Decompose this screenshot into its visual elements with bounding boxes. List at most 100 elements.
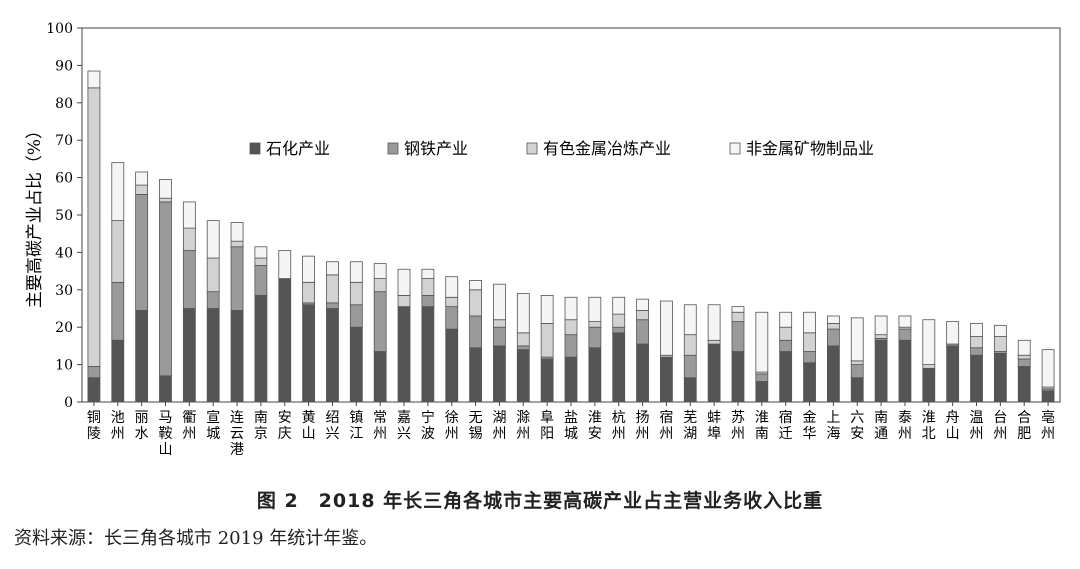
bar-segment [349, 281, 363, 306]
bar-segment [397, 295, 411, 308]
bar-segment [206, 257, 220, 293]
bar-segment [1041, 390, 1055, 403]
x-tick-label: 亳 [1041, 409, 1055, 426]
x-tick-label: 无 [469, 410, 483, 426]
bar-segment [111, 162, 125, 222]
x-tick-label: 陵 [87, 426, 101, 442]
x-tick-label: 京 [254, 426, 268, 442]
bar-segment [731, 321, 745, 352]
x-tick-label: 淮 [922, 410, 936, 426]
x-tick-label: 州 [993, 426, 1007, 442]
x-tick-label: 州 [612, 426, 626, 442]
bar-segment [373, 263, 387, 279]
bar-segment [731, 351, 745, 403]
figure-caption: 图 2 2018 年长三角各城市主要高碳产业占主营业务收入比重 [256, 490, 824, 512]
bar-segment [803, 332, 816, 352]
bar-segment [755, 381, 769, 403]
bar-segment [826, 323, 840, 330]
bar-segment [803, 311, 816, 334]
bar-segment [326, 308, 339, 403]
bar-segment [636, 309, 649, 321]
bar-segment [302, 281, 316, 304]
bar-segment [850, 360, 864, 365]
x-tick-label: 通 [874, 426, 888, 442]
bar-segment [946, 345, 960, 403]
bar-segment [636, 343, 649, 403]
bar-segment [850, 317, 864, 362]
x-tick-label: 北 [922, 426, 936, 442]
bar-segment [564, 319, 578, 336]
bar-segment [612, 313, 626, 328]
x-tick-label: 宿 [659, 409, 673, 426]
bar-segment [636, 319, 649, 345]
bar-segment [206, 291, 220, 309]
x-tick-label: 山 [302, 426, 316, 442]
x-tick-label: 金 [803, 410, 817, 426]
bar-segment [588, 321, 602, 328]
legend-label: 非金属矿物制品业 [746, 139, 874, 158]
x-tick-label: 阳 [540, 426, 554, 442]
x-tick-label: 连 [230, 410, 244, 426]
bar-segment [564, 356, 578, 403]
x-tick-label: 淮 [755, 410, 769, 426]
x-tick-label: 马 [158, 410, 172, 426]
bar-segment [516, 332, 530, 347]
bar-segment [230, 222, 244, 242]
bar-segment [397, 268, 411, 296]
x-tick-label: 山 [158, 442, 172, 458]
legend-label: 有色金属冶炼产业 [543, 139, 671, 158]
x-tick-label: 池 [111, 410, 125, 426]
bar-segment [373, 291, 387, 352]
bar-segment [970, 336, 983, 349]
bar-segment [588, 326, 602, 349]
bar-segment [182, 250, 196, 309]
bar-segment [397, 306, 411, 403]
x-tick-label: 山 [946, 426, 960, 442]
bar-segment [731, 306, 745, 313]
x-tick-label: 云 [230, 426, 244, 442]
bar-segment [182, 201, 196, 229]
bar-segment [349, 261, 363, 283]
legend-swatch [526, 142, 538, 155]
bar-segment [779, 339, 793, 352]
y-tick-label: 50 [55, 208, 73, 224]
bar-segment [516, 349, 530, 403]
y-tick-label: 30 [55, 283, 73, 299]
bar-segment [230, 246, 244, 311]
bar-segment [564, 334, 578, 358]
bar-segment [1017, 366, 1031, 403]
bar-segment [660, 300, 673, 356]
bar-segment [612, 326, 626, 334]
bar-segment [612, 296, 626, 315]
bar-segment [779, 311, 793, 328]
x-tick-label: 南 [254, 410, 268, 426]
bar-segment [826, 345, 840, 403]
y-tick-label: 90 [55, 58, 73, 74]
x-tick-label: 湖 [683, 426, 697, 442]
x-tick-label: 州 [970, 426, 984, 442]
legend-swatch [387, 142, 399, 155]
bar-segment [898, 328, 912, 341]
legend-label: 石化产业 [266, 139, 330, 158]
bar-segment [683, 304, 697, 336]
bar-segment [540, 358, 554, 403]
bar-segment [1041, 349, 1055, 388]
x-tick-label: 锡 [469, 426, 483, 442]
x-tick-label: 铜 [87, 410, 101, 426]
x-tick-label: 芜 [683, 409, 697, 426]
bar-segment [254, 246, 268, 259]
bar-segment [516, 345, 530, 351]
x-tick-label: 南 [755, 426, 769, 442]
bar-segment [898, 339, 912, 403]
bar-segment [993, 352, 1007, 403]
stacked-bar-chart: 0102030405060708090100铜陵池州丽水马鞍山衢州宣城连云港南京… [25, 21, 1061, 458]
bar-segment [588, 296, 602, 322]
bar-segment [803, 362, 816, 403]
x-tick-label: 迁 [779, 426, 793, 442]
bar-segment [683, 354, 697, 379]
bar-segment [87, 366, 101, 379]
legend-label: 钢铁产业 [404, 139, 468, 158]
x-tick-label: 黄 [302, 409, 316, 426]
bar-segment [469, 315, 482, 349]
x-tick-label: 泰 [898, 410, 912, 426]
